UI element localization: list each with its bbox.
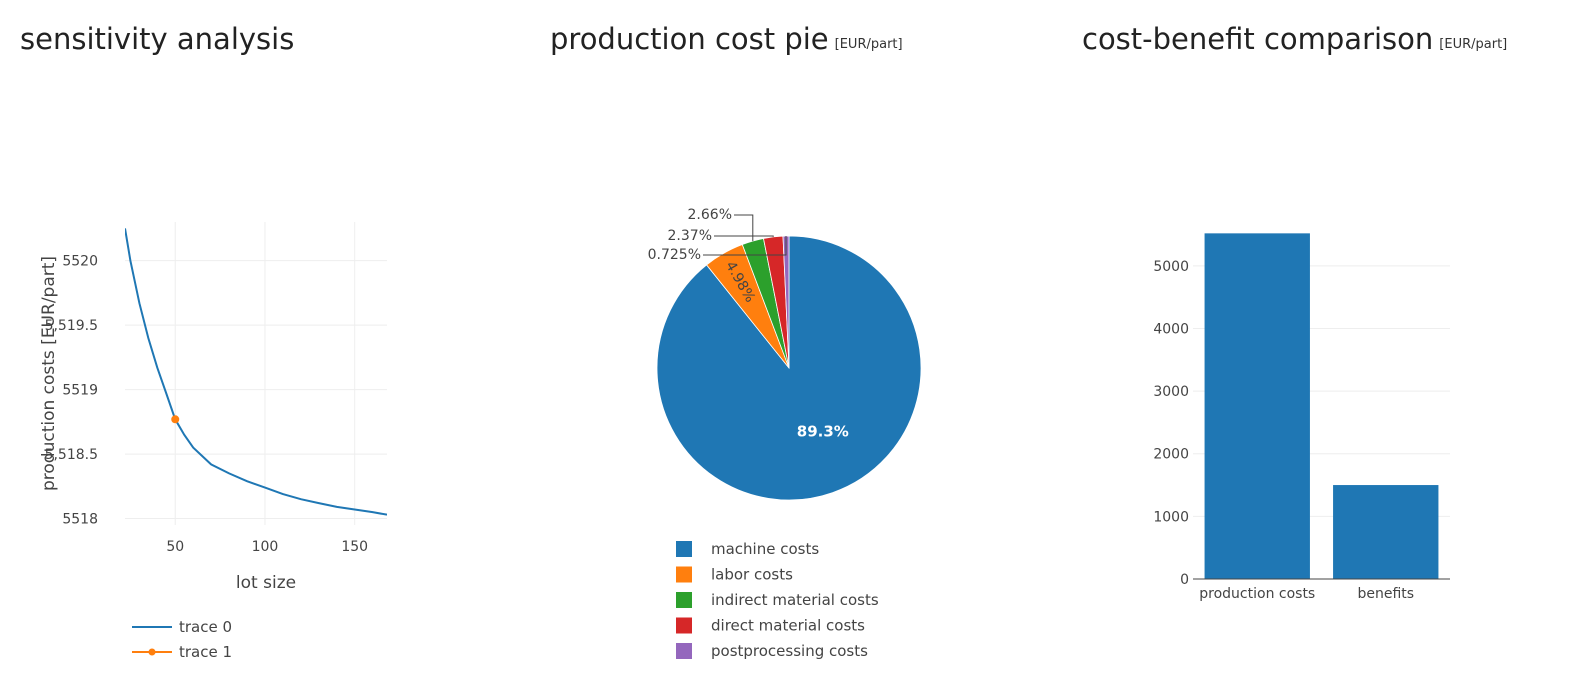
comparison-title: cost-benefit comparison [EUR/part] <box>1082 22 1508 56</box>
y-tick-label: 5519 <box>62 383 98 399</box>
y-tick-label: 5518 <box>62 512 98 528</box>
pie-label-indirect-material-costs: 2.66% <box>688 207 732 223</box>
legend-swatch-indirect-material-costs <box>676 592 692 608</box>
pie-label-postprocessing-costs: 0.725% <box>648 247 701 263</box>
bar-benefits <box>1333 485 1439 579</box>
y-tick-label: 5000 <box>1153 259 1189 275</box>
legend-swatch-machine-costs <box>676 541 692 557</box>
legend-marker-trace-1 <box>148 648 156 656</box>
pie-chart: 89.3%4.98%2.66%2.37%0.725%machine costsl… <box>648 207 922 660</box>
legend-label-direct-material-costs: direct material costs <box>711 617 865 635</box>
pie-leader-indirect-material-costs <box>734 214 754 242</box>
legend-swatch-direct-material-costs <box>676 617 692 634</box>
pie-leader-postprocessing-costs <box>703 236 787 256</box>
x-tick-label: benefits <box>1357 586 1414 602</box>
x-tick-label: 50 <box>166 539 184 555</box>
legend-label-labor-costs: labor costs <box>711 566 793 584</box>
legend-swatch-postprocessing-costs <box>676 643 692 659</box>
y-tick-label: 2000 <box>1153 447 1189 463</box>
pie-title: production cost pie [EUR/part] <box>550 22 903 56</box>
legend-label-indirect-material-costs: indirect material costs <box>711 591 879 609</box>
x-tick-label: production costs <box>1199 586 1315 602</box>
pie-leader-direct-material-costs <box>714 235 774 237</box>
legend-label-trace-0: trace 0 <box>179 618 232 636</box>
y-tick-label: 0 <box>1180 572 1189 588</box>
series-line-trace-0 <box>125 228 387 516</box>
y-tick-label: 3000 <box>1153 384 1189 400</box>
x-tick-label: 100 <box>252 539 279 555</box>
legend-label-trace-1: trace 1 <box>179 643 232 661</box>
comparison-unit: [EUR/part] <box>1439 37 1508 52</box>
y-tick-label: 4000 <box>1153 321 1189 337</box>
pie-unit: [EUR/part] <box>834 37 903 52</box>
pie-label-direct-material-costs: 2.37% <box>668 228 712 244</box>
x-tick-label: 150 <box>341 539 368 555</box>
pie-label-machine-costs: 89.3% <box>797 422 849 440</box>
legend-label-postprocessing-costs: postprocessing costs <box>711 642 868 660</box>
bar-production-costs <box>1204 233 1310 579</box>
legend-label-machine-costs: machine costs <box>711 540 819 558</box>
legend-swatch-labor-costs <box>676 566 692 583</box>
y-tick-label: 5,518.5 <box>45 447 98 463</box>
series-point-trace-1 <box>171 415 180 424</box>
y-tick-label: 5520 <box>62 254 98 270</box>
y-tick-label: 1000 <box>1153 509 1189 525</box>
comparison-chart: 0 1000 2000 3000 4000 5000 production costs ben… <box>1153 233 1450 602</box>
y-tick-label: 5,519.5 <box>45 318 98 334</box>
y-axis-title: production costs [EUR/part] <box>39 256 59 491</box>
sensitivity-title: sensitivity analysis <box>20 22 295 56</box>
sensitivity-chart: 50 100 150 5518 5,518.5 5519 5,519.5 5520 lot si… <box>39 222 387 661</box>
x-axis-title: lot size <box>236 573 296 593</box>
